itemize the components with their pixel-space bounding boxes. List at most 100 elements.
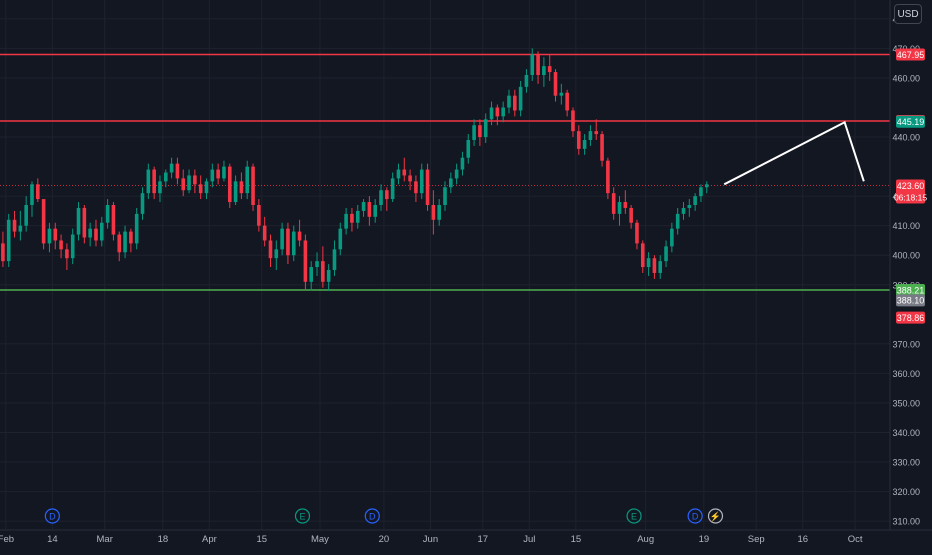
candle-body	[437, 205, 441, 220]
candle	[338, 222, 343, 256]
event-marker[interactable]: D	[44, 508, 60, 524]
candle-body	[379, 190, 383, 205]
candle-body	[571, 110, 575, 132]
candle	[239, 172, 244, 200]
candle-body	[466, 140, 471, 158]
candle	[111, 202, 116, 241]
candle	[542, 57, 546, 87]
event-marker[interactable]: E	[626, 508, 642, 524]
event-marker[interactable]: D	[364, 508, 380, 524]
candle-body	[396, 169, 401, 179]
candle	[693, 193, 697, 211]
projection-line[interactable]	[723, 120, 865, 186]
x-tick-label: Apr	[202, 534, 217, 545]
x-tick-label: 17	[478, 534, 489, 545]
candle	[82, 205, 87, 244]
candle	[670, 222, 674, 253]
candle-body	[53, 228, 58, 241]
candle	[379, 184, 383, 211]
candle	[530, 48, 535, 81]
price-tag: 378.86	[896, 311, 925, 324]
event-marker-circle[interactable]	[364, 508, 380, 524]
event-marker-label: E	[299, 512, 305, 522]
candle-body	[262, 225, 267, 241]
candle-body	[309, 267, 314, 282]
candle	[547, 54, 552, 81]
candle	[571, 107, 575, 138]
candle-body	[257, 205, 261, 226]
event-marker[interactable]: E	[294, 508, 311, 524]
time-axis-background	[0, 530, 932, 550]
candle-body	[704, 184, 709, 188]
event-marker-circle[interactable]	[294, 508, 311, 524]
candle	[396, 163, 401, 185]
candle	[559, 83, 564, 105]
candle-body	[88, 228, 92, 238]
candle-body	[693, 196, 697, 205]
candle-body	[134, 213, 139, 244]
candle-body	[303, 240, 308, 282]
event-marker[interactable]: D	[687, 508, 703, 524]
candle	[681, 202, 686, 220]
candle-body	[611, 193, 616, 214]
candle-body	[210, 169, 215, 182]
candle	[169, 157, 174, 179]
event-marker-circle[interactable]	[687, 508, 703, 524]
candle-body	[76, 207, 81, 235]
candle	[606, 157, 610, 200]
candle	[617, 196, 622, 226]
candle	[361, 199, 366, 217]
event-marker-circle[interactable]	[707, 508, 724, 524]
event-marker-circle[interactable]	[44, 508, 60, 524]
candle	[222, 160, 226, 182]
candle	[88, 222, 92, 247]
candle	[303, 234, 308, 291]
candle-body	[617, 202, 622, 214]
candle-body	[245, 166, 250, 194]
candle-body	[385, 190, 389, 200]
price-tag-box	[896, 179, 925, 204]
event-marker-circle[interactable]	[626, 508, 642, 524]
y-tick-label: 440.00	[892, 133, 920, 143]
candle	[262, 216, 267, 247]
candle-body	[286, 228, 290, 256]
candle	[30, 181, 34, 217]
candle	[385, 187, 389, 211]
price-tag-countdown: 06:18:15	[894, 193, 927, 203]
candle	[59, 234, 63, 259]
price-tag: 423.60 06:18:15	[894, 179, 927, 204]
candle	[158, 175, 162, 203]
price-tag-box	[896, 115, 925, 128]
candle-body	[146, 169, 151, 194]
candle	[216, 163, 220, 185]
price-tag-label: 388.10	[897, 296, 925, 306]
candle	[12, 210, 17, 238]
candle	[518, 80, 523, 117]
grid-lines	[0, 0, 890, 530]
currency-button[interactable]: USD	[894, 4, 922, 24]
candle	[449, 172, 453, 194]
y-tick-label: 400.00	[892, 251, 920, 261]
candle	[274, 240, 279, 270]
x-tick-label: Sep	[748, 534, 765, 545]
price-tag: 445.19	[896, 115, 925, 128]
event-marker[interactable]: ⚡	[707, 508, 724, 524]
candle-body	[687, 205, 692, 208]
candle-body	[460, 157, 465, 170]
candle-body	[640, 243, 645, 268]
candle-body	[489, 107, 494, 120]
price-tag-box	[896, 311, 925, 324]
price-axis[interactable]: 480.00470.00460.00440.00420.00410.00400.…	[889, 0, 932, 550]
price-tag-box	[896, 294, 925, 307]
x-tick-label: Oct	[848, 534, 863, 545]
price-tags: 467.95445.44388.21445.19423.6006:18:1538…	[894, 48, 927, 324]
candle	[419, 163, 424, 200]
candle	[646, 252, 651, 276]
time-axis[interactable]: Feb 14 Mar 18 Apr 15 May 20 Jun 17 Jul 15 Aug 19 Sep 16…	[0, 529, 932, 550]
candle	[47, 222, 52, 253]
candle-body	[454, 169, 459, 179]
candle	[390, 172, 395, 203]
candle	[367, 196, 372, 226]
